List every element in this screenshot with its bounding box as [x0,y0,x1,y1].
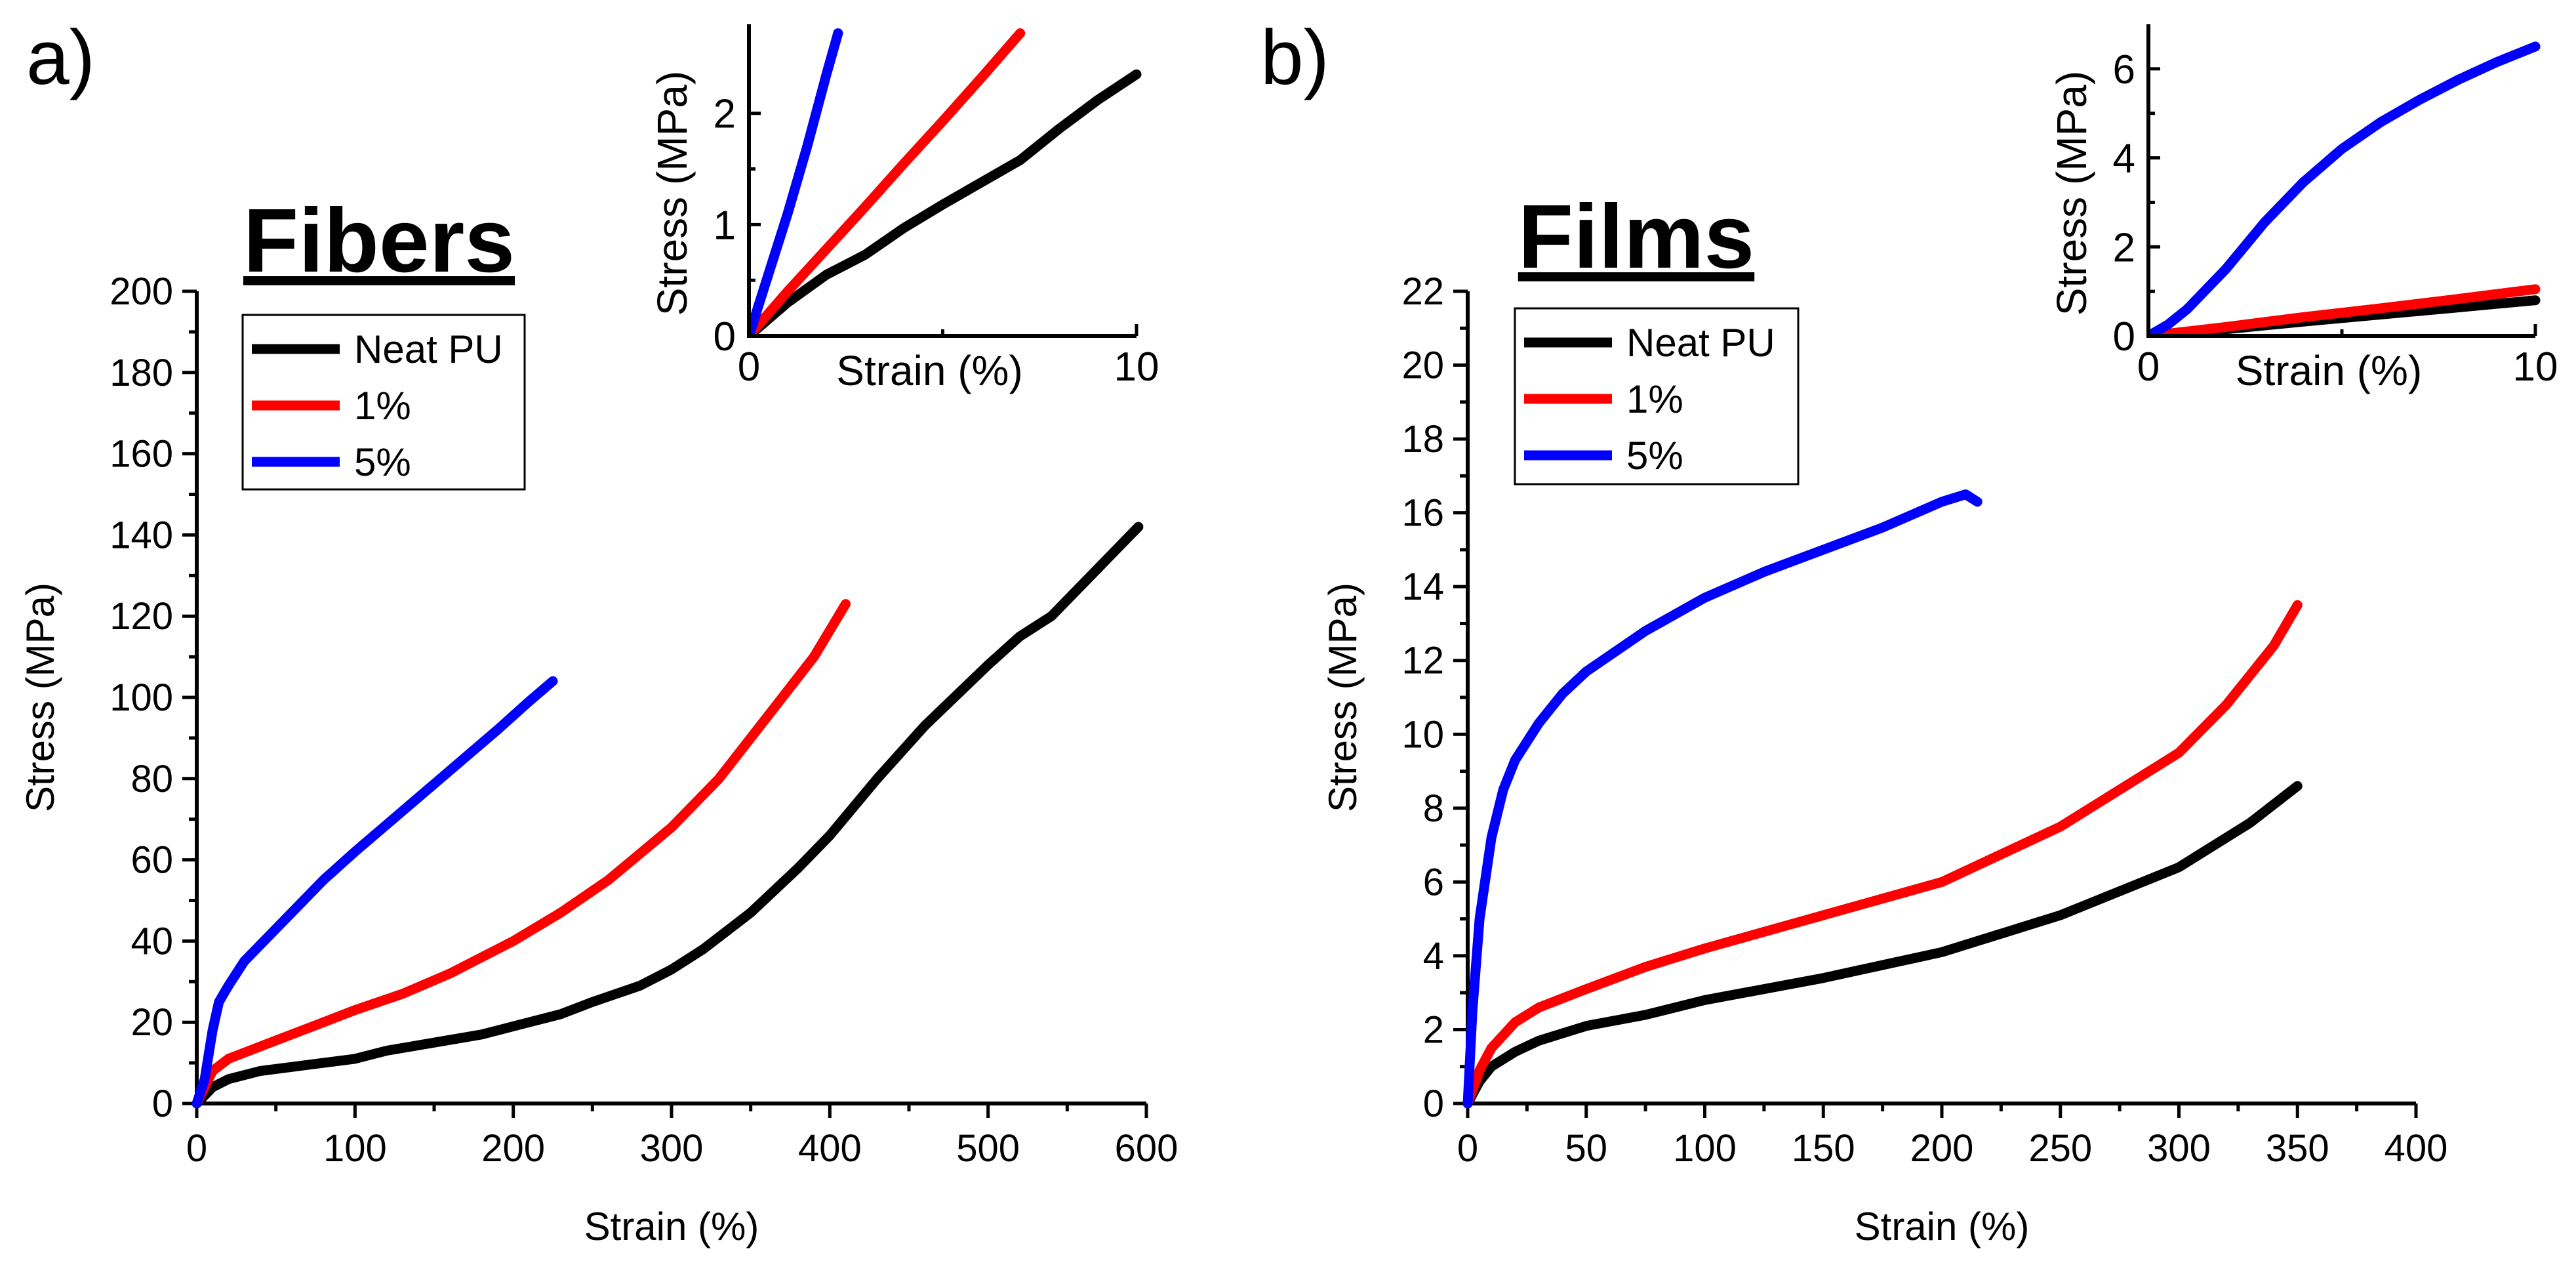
y-tick-label: 60 [131,839,173,882]
series-line-5- [1462,489,1982,1109]
panel-letter: b) [1260,14,1329,101]
y-tick-label: 0 [152,1082,173,1125]
x-tick-label: 100 [1673,1127,1737,1170]
legend-label: 1% [354,384,411,428]
series-line-1- [191,599,851,1109]
inset: 0 10 0 2 4 6 Strain (%) Stress (MPa) [2048,24,2558,394]
panel-title: Films [1518,186,1754,287]
legend-label: 1% [1626,377,1683,421]
y-tick-label: 200 [110,270,173,313]
y-tick-label: 16 [1401,492,1444,535]
y-tick-label: 180 [110,352,173,394]
y-tick-label: 12 [1401,640,1444,682]
legend-label: 5% [1626,434,1683,478]
x-tick-label: 0 [1457,1127,1478,1170]
inset-x-tick-label: 0 [2137,344,2160,390]
y-tick-label: 14 [1401,566,1444,608]
legend: Neat PU 1% 5% [241,314,526,491]
x-tick-label: 200 [1910,1127,1974,1170]
x-tick-label: 500 [956,1127,1020,1170]
x-tick-label: 200 [481,1127,545,1170]
x-tick-label: 400 [798,1127,862,1170]
x-tick-label: 400 [2385,1127,2448,1170]
inset-y-tick-label: 4 [2113,136,2135,182]
x-tick-label: 250 [2028,1127,2092,1170]
x-tick-label: 100 [323,1127,387,1170]
x-tick-label: 300 [2147,1127,2211,1170]
inset: 0 10 0 1 2 Strain (%) Stress (MPa) [649,24,1159,394]
x-tick-label: 300 [640,1127,704,1170]
inset-y-tick-label: 0 [2113,314,2135,360]
y-tick-label: 8 [1423,787,1444,830]
legend-label: Neat PU [354,327,503,371]
inset-y-tick-label: 6 [2113,47,2135,93]
y-tick-label: 120 [110,595,173,638]
y-tick-label: 100 [110,676,173,719]
inset-y-tick-label: 1 [714,203,736,248]
inset-x-tick-label: 10 [1114,344,1159,390]
y-tick-label: 20 [131,1001,173,1044]
y-tick-label: 40 [131,920,173,962]
inset-x-axis-title: Strain (%) [2236,347,2423,394]
x-tick-label: 350 [2266,1127,2329,1170]
x-tick-label: 150 [1792,1127,1855,1170]
x-tick-label: 600 [1115,1127,1178,1170]
inset-y-tick-label: 2 [714,92,736,137]
y-tick-label: 18 [1401,418,1444,461]
x-tick-label: 50 [1565,1127,1607,1170]
inset-series-line-1- [2148,284,2541,336]
y-tick-label: 20 [1401,344,1444,387]
panel-letter: a) [26,14,95,101]
inset-series-line-1- [749,28,1026,336]
inset-series-line-5- [749,28,843,336]
inset-y-axis-title: Stress (MPa) [2048,71,2095,316]
inset-x-tick-label: 0 [738,344,760,390]
inset-y-tick-label: 0 [714,314,736,360]
y-tick-label: 0 [1423,1082,1444,1125]
x-axis-title: Strain (%) [584,1205,759,1248]
inset-series-line-neat-pu [749,69,1142,336]
y-tick-label: 10 [1401,713,1444,756]
y-tick-label: 160 [110,433,173,476]
inset-y-tick-label: 2 [2113,225,2135,270]
series-line-5- [191,676,558,1109]
y-axis-title: Stress (MPa) [18,583,62,812]
y-tick-label: 6 [1423,861,1444,903]
series-line-neat-pu [191,522,1144,1109]
panel-title: Fibers [243,190,515,291]
y-tick-label: 140 [110,514,173,556]
inset-x-tick-label: 10 [2513,344,2558,390]
series-line-1- [1462,600,2303,1109]
x-axis-title: Strain (%) [1855,1205,2030,1248]
legend-label: 5% [354,440,411,484]
inset-y-axis-title: Stress (MPa) [649,71,696,316]
y-tick-label: 2 [1423,1008,1444,1051]
inset-series-line-5- [2148,41,2541,336]
y-tick-label: 4 [1423,935,1444,978]
legend-label: Neat PU [1626,321,1775,365]
y-tick-label: 80 [131,758,173,800]
x-tick-label: 0 [186,1127,207,1170]
inset-x-axis-title: Strain (%) [836,347,1023,394]
legend: Neat PU 1% 5% [1514,307,1800,485]
y-tick-label: 22 [1401,270,1444,313]
series-line-neat-pu [1462,781,2303,1109]
y-axis-title: Stress (MPa) [1321,583,1365,812]
